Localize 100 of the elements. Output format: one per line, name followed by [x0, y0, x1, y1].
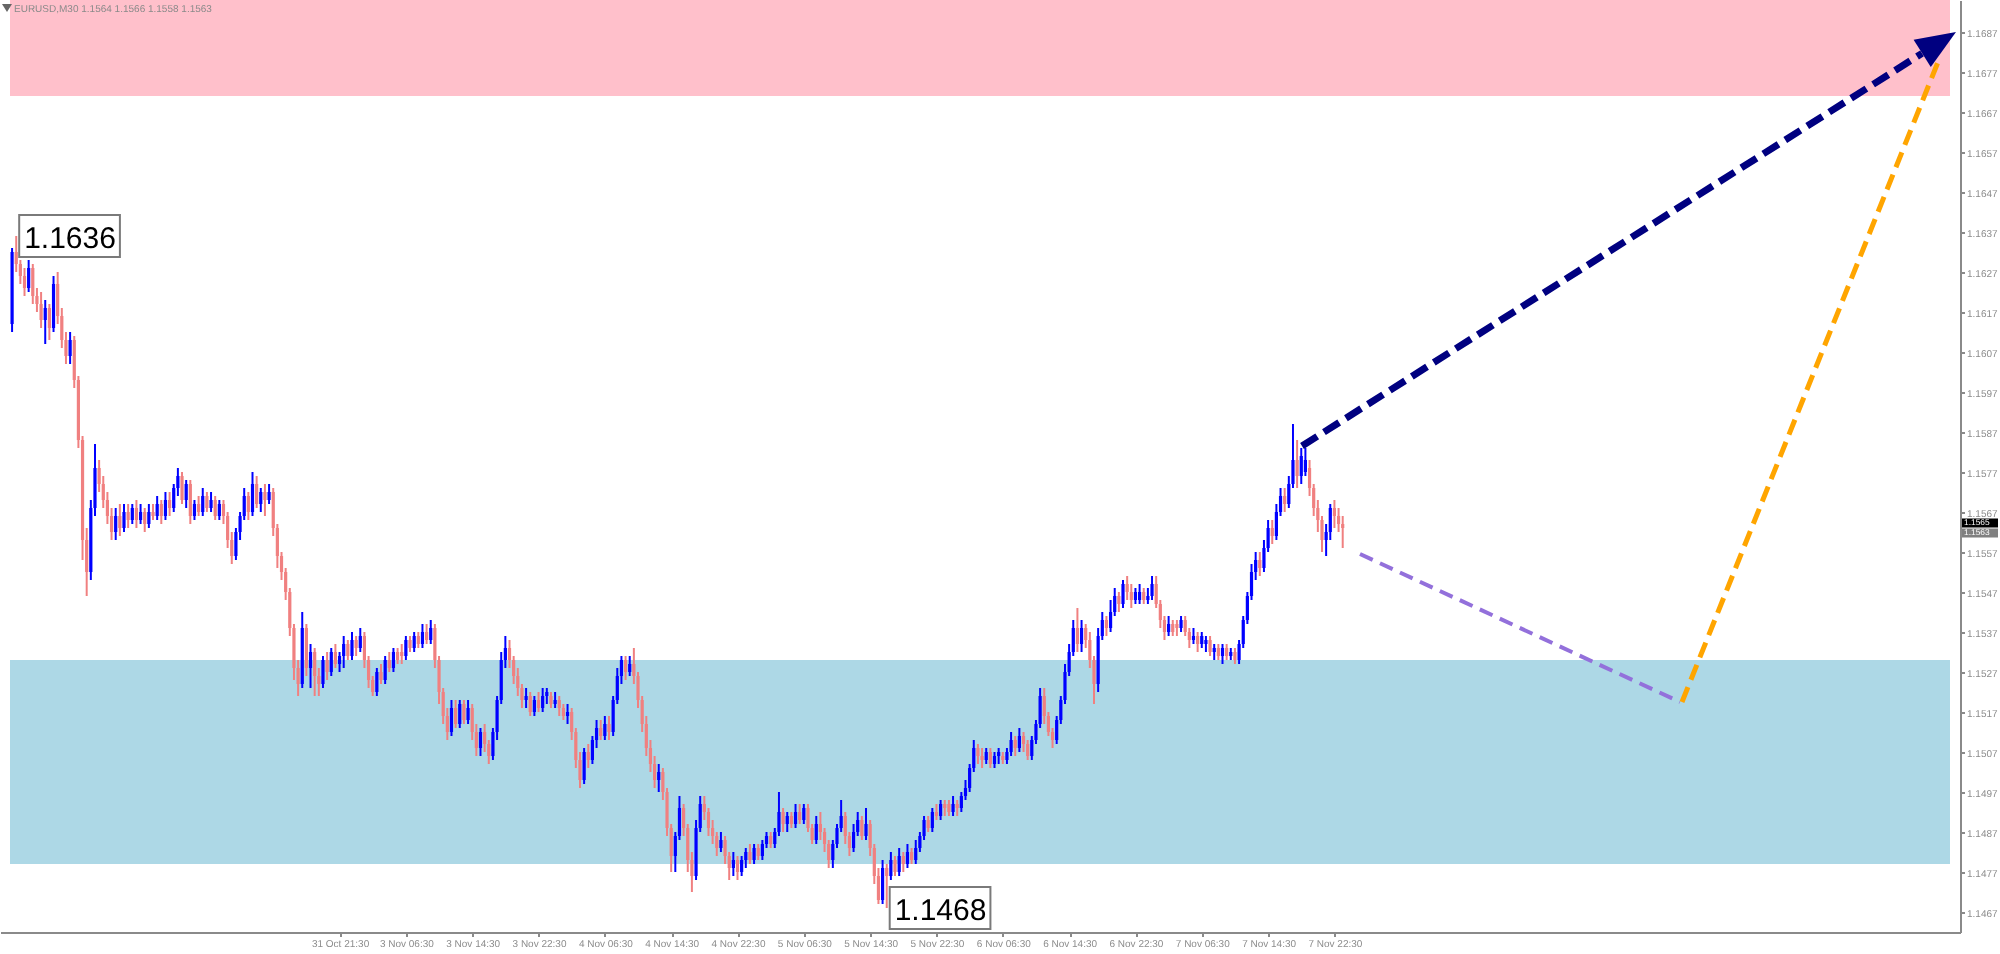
candlestick [1137, 583, 1142, 605]
candlestick [449, 699, 454, 737]
candlestick [122, 503, 126, 533]
candlestick [930, 807, 934, 833]
candlestick [557, 695, 561, 717]
candlestick [657, 763, 661, 793]
candlestick [860, 815, 864, 841]
candlestick [167, 491, 172, 517]
candlestick [192, 499, 197, 521]
candlestick [155, 495, 159, 521]
candlestick [205, 491, 209, 513]
candlestick [400, 643, 404, 665]
candlestick [313, 647, 317, 697]
candlestick [1150, 575, 1154, 601]
candlestick [308, 643, 313, 689]
candlestick [740, 855, 744, 877]
candlestick [885, 863, 889, 909]
candlestick [1075, 607, 1080, 653]
candlestick [1129, 583, 1133, 609]
candlestick [134, 499, 139, 529]
candlestick [391, 647, 396, 673]
candlestick [118, 503, 122, 537]
candlestick [350, 631, 354, 661]
candlestick [897, 847, 901, 877]
candlestick [188, 479, 192, 525]
candlestick [1009, 731, 1013, 757]
candlestick [354, 635, 358, 657]
candlestick [425, 623, 429, 645]
candlestick [748, 843, 752, 865]
candlestick [914, 839, 918, 865]
candlestick [478, 727, 483, 757]
candlestick [126, 503, 130, 529]
candlestick [760, 839, 764, 861]
candlestick [719, 831, 723, 853]
candlestick [528, 691, 532, 717]
candlestick [47, 303, 51, 341]
candlestick [383, 655, 387, 685]
candlestick [1341, 515, 1345, 549]
candlestick [565, 703, 570, 725]
candlestick [1117, 591, 1121, 613]
candlestick [1270, 519, 1274, 545]
candlestick [201, 487, 205, 517]
candlestick [404, 635, 408, 661]
candlestick [976, 743, 980, 765]
candlestick [304, 623, 308, 677]
candlestick [255, 475, 259, 509]
candlestick [752, 843, 756, 865]
candlestick [536, 691, 541, 713]
candlestick [180, 471, 184, 505]
candlestick [39, 291, 43, 329]
candlestick [532, 695, 536, 717]
candlestick [905, 843, 910, 869]
candlestick [735, 855, 740, 881]
candlestick [325, 651, 329, 681]
candlestick [114, 507, 118, 541]
candlestick [607, 715, 611, 741]
candlestick [43, 299, 47, 345]
candlestick [184, 479, 188, 509]
candlestick [462, 699, 466, 725]
candlestick [246, 491, 250, 521]
candlestick [988, 747, 992, 769]
candlestick [329, 647, 333, 677]
candlestick [375, 667, 379, 697]
candlestick [138, 503, 143, 525]
candlestick [864, 807, 868, 841]
candlestick [1295, 439, 1299, 489]
candlestick [358, 627, 362, 653]
candlestick [250, 471, 255, 517]
candlestick [420, 623, 425, 649]
candlestick [213, 495, 217, 521]
candlestick [1220, 643, 1225, 665]
candlestick [798, 803, 802, 825]
candlestick [1167, 615, 1171, 637]
candlestick [1121, 579, 1125, 609]
candlestick [1283, 487, 1287, 513]
candlestick [793, 803, 798, 829]
candlestick [599, 719, 603, 741]
candlestick [197, 495, 201, 517]
candlestick [785, 811, 789, 833]
candlestick [209, 491, 213, 513]
candlestick [466, 699, 470, 725]
candlestick [143, 507, 147, 533]
candlestick [939, 799, 943, 821]
candlestick [1079, 619, 1084, 653]
candlestick [217, 499, 221, 521]
candlestick [1017, 727, 1021, 753]
candlestick [582, 747, 586, 785]
candlestick [346, 639, 350, 661]
candlestick [1021, 731, 1026, 753]
candlestick [880, 859, 885, 905]
candlestick [781, 807, 785, 833]
candlestick [951, 795, 955, 817]
candlestick [263, 483, 267, 517]
candlestick [1104, 615, 1109, 637]
candlestick [901, 851, 905, 873]
candlestick [22, 267, 27, 297]
candlestick [321, 655, 325, 689]
candlestick [267, 483, 271, 505]
candlestick [31, 263, 35, 305]
candlestick [379, 663, 383, 685]
